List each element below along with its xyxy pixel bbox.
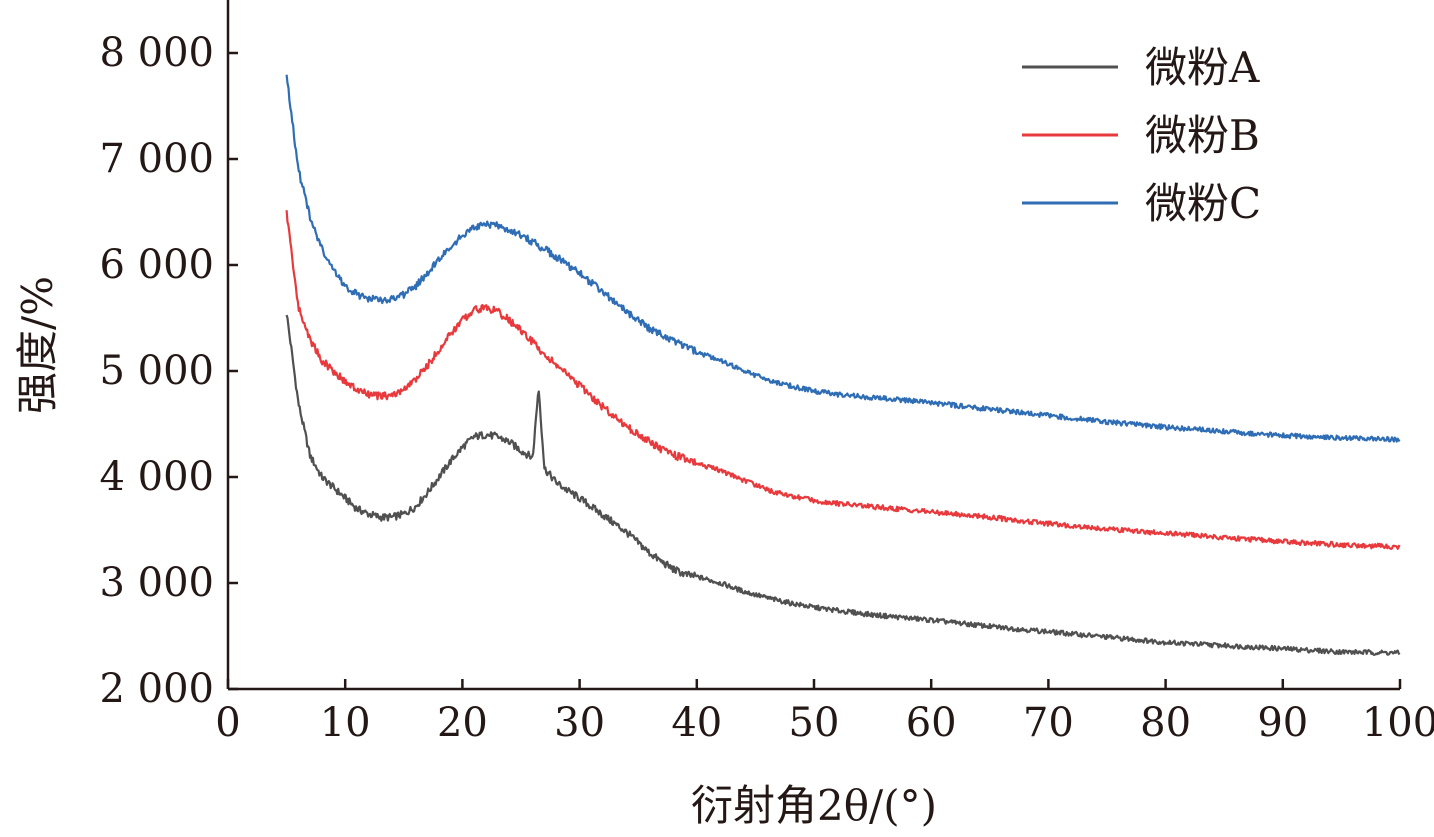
series-line-3 xyxy=(285,74,1401,443)
x-tick-label: 100 xyxy=(1362,700,1434,746)
x-tick-label: 40 xyxy=(671,700,722,746)
plot-area: 0 10 20 30 40 50 60 70 80 90 100 2 000 3 000 4 000 5 … xyxy=(99,0,1434,746)
x-axis-title: 衍射角2θ/(°) xyxy=(691,781,937,830)
x-tick-label: 60 xyxy=(906,700,957,746)
legend-label: 微粉A xyxy=(1145,43,1260,92)
x-axis-ticks: 0 10 20 30 40 50 60 70 80 90 100 xyxy=(215,679,1434,746)
y-axis-title: 强度/% xyxy=(13,276,62,414)
y-tick-label: 2 000 xyxy=(99,666,214,712)
y-tick-label: 7 000 xyxy=(99,136,214,182)
y-tick-label: 4 000 xyxy=(99,454,214,500)
y-tick-label: 3 000 xyxy=(99,560,214,606)
legend: 微粉A 微粉B 微粉C xyxy=(1022,43,1261,228)
x-tick-label: 0 xyxy=(215,700,240,746)
legend-label: 微粉B xyxy=(1145,111,1260,160)
series-lines xyxy=(285,74,1401,657)
y-tick-label: 5 000 xyxy=(99,348,214,394)
x-tick-label: 80 xyxy=(1140,700,1191,746)
x-tick-label: 30 xyxy=(554,700,605,746)
x-tick-label: 70 xyxy=(1023,700,1074,746)
y-tick-label: 8 000 xyxy=(99,30,214,76)
x-tick-label: 90 xyxy=(1257,700,1308,746)
y-tick-label: 6 000 xyxy=(99,242,214,288)
y-axis-ticks: 2 000 3 000 4 000 5 000 6 000 7 000 8 000 xyxy=(99,30,238,712)
series-line-1 xyxy=(285,314,1401,657)
legend-label: 微粉C xyxy=(1145,179,1261,228)
x-tick-label: 50 xyxy=(789,700,840,746)
x-tick-label: 10 xyxy=(320,700,371,746)
series-line-2 xyxy=(285,210,1401,551)
x-tick-label: 20 xyxy=(437,700,488,746)
